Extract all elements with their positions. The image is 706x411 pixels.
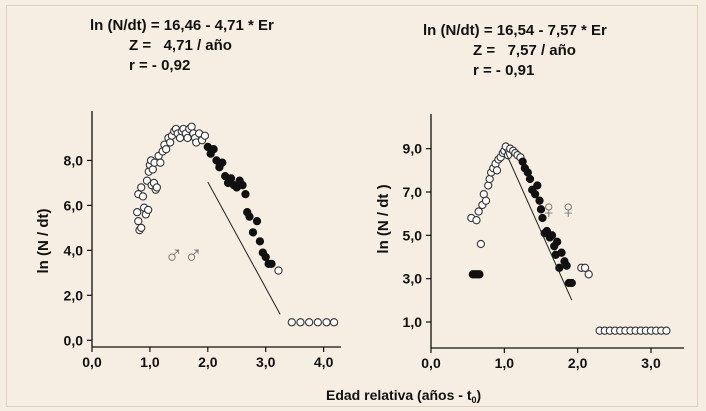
right-open-point <box>580 263 590 272</box>
right-filled-point <box>538 213 547 223</box>
right-filled-point <box>562 261 571 270</box>
left-open-point <box>296 318 305 327</box>
left-y-axis-label: ln (N / dt) <box>35 209 52 274</box>
right-open-point <box>474 207 483 216</box>
x-axis-label-end: ) <box>477 387 482 403</box>
left-open-point <box>329 318 339 327</box>
right-filled-point <box>535 196 544 205</box>
left-z-value: Z = 4,71 / año <box>129 37 232 54</box>
right-open-point <box>584 270 593 279</box>
left-open-point <box>166 138 175 147</box>
left-filled-point <box>261 252 270 262</box>
left-open-point <box>137 183 146 192</box>
left-open-point <box>200 131 210 140</box>
right-filled-point <box>475 270 484 279</box>
left-y-tick-label: 8,0 <box>64 152 84 168</box>
right-y-tick-label: 7,0 <box>403 184 423 200</box>
right-y-axis-label: ln (N / dt ) <box>375 184 392 253</box>
left-filled-point <box>218 158 227 167</box>
left-x-tick-label: 0,0 <box>82 354 102 370</box>
left-open-point <box>313 318 322 327</box>
male-symbol: ♂♂ <box>164 240 203 270</box>
x-axis-label: Edad relativa (años - t0) <box>326 387 481 405</box>
figure-svg: ln (N/dt) = 16,46 - 4,71 * Er Z = 4,71 /… <box>35 17 684 405</box>
left-open-point <box>156 158 165 167</box>
x-axis-label-main: Edad relativa (años - t <box>326 387 472 403</box>
left-open-point <box>161 145 171 154</box>
left-x-tick-label: 4,0 <box>314 354 334 370</box>
right-filled-point <box>530 190 540 199</box>
right-open-point <box>476 239 486 249</box>
left-filled-point <box>226 174 236 183</box>
left-y-tick-label: 6,0 <box>64 197 84 213</box>
left-y-tick-label: 0,0 <box>64 332 84 348</box>
right-x-tick-label: 3,0 <box>641 355 661 371</box>
right-open-point <box>472 216 481 225</box>
left-open-point <box>187 122 196 131</box>
right-y-tick-label: 5,0 <box>403 227 423 243</box>
left-open-point <box>133 207 142 217</box>
right-open-point <box>481 196 491 205</box>
right-open-point <box>662 326 671 335</box>
right-filled-point <box>557 248 566 257</box>
left-filled-point <box>267 259 276 268</box>
right-r-value: r = - 0,91 <box>473 62 534 79</box>
right-filled-point <box>525 174 535 184</box>
left-filled-point <box>245 212 254 221</box>
right-chart-plot: 1,0 3,0 5,0 7,0 9,0 0,0 1,0 2,0 3,0 <box>403 114 684 371</box>
left-r-value: r = - 0,92 <box>129 57 190 74</box>
right-y-tick-label: 1,0 <box>403 314 423 330</box>
right-y-tick-label: 9,0 <box>403 141 423 157</box>
left-open-point <box>305 318 314 327</box>
right-regression-line <box>503 149 573 301</box>
left-x-tick-label: 2,0 <box>198 354 218 370</box>
right-x-tick-label: 1,0 <box>495 355 515 371</box>
left-filled-point <box>248 228 258 237</box>
left-open-point <box>322 318 331 327</box>
left-open-point <box>144 205 153 215</box>
right-filled-point <box>533 181 542 190</box>
left-chart-plot: 0,0 2,0 4,0 6,0 8,0 0,0 1,0 2,0 3,0 4,0 <box>64 111 341 370</box>
left-filled-point <box>255 237 265 246</box>
right-open-point <box>492 166 502 175</box>
left-open-point <box>274 266 283 275</box>
left-filled-point <box>252 216 262 226</box>
left-open-point <box>287 318 296 327</box>
right-x-tick-label: 2,0 <box>568 355 588 371</box>
left-x-tick-label: 3,0 <box>256 354 276 370</box>
left-filled-point <box>209 145 218 154</box>
left-x-tick-label: 1,0 <box>140 354 160 370</box>
left-filled-point <box>238 181 247 190</box>
right-filled-point <box>552 237 562 246</box>
right-filled-point <box>547 231 557 240</box>
left-y-tick-label: 2,0 <box>64 287 84 303</box>
x-axis-label-subscript: 0 <box>471 395 476 405</box>
left-open-point <box>152 183 162 192</box>
left-regression-line <box>207 181 281 315</box>
left-y-tick-label: 4,0 <box>64 242 84 258</box>
left-open-point <box>134 216 143 226</box>
left-filled-point <box>241 190 250 199</box>
right-z-value: Z = 7,57 / año <box>473 42 576 59</box>
left-open-point <box>137 223 146 233</box>
right-filled-point <box>567 278 576 288</box>
left-open-point <box>138 192 148 201</box>
right-equation: ln (N/dt) = 16,54 - 7,57 * Er <box>423 22 607 39</box>
figure-frame: ln (N/dt) = 16,46 - 4,71 * Er Z = 4,71 /… <box>6 5 698 407</box>
right-y-tick-label: 3,0 <box>403 271 423 287</box>
left-open-point <box>148 165 157 174</box>
right-x-tick-label: 0,0 <box>421 355 441 371</box>
right-filled-point <box>536 205 546 214</box>
left-equation: ln (N/dt) = 16,46 - 4,71 * Er <box>90 17 274 34</box>
